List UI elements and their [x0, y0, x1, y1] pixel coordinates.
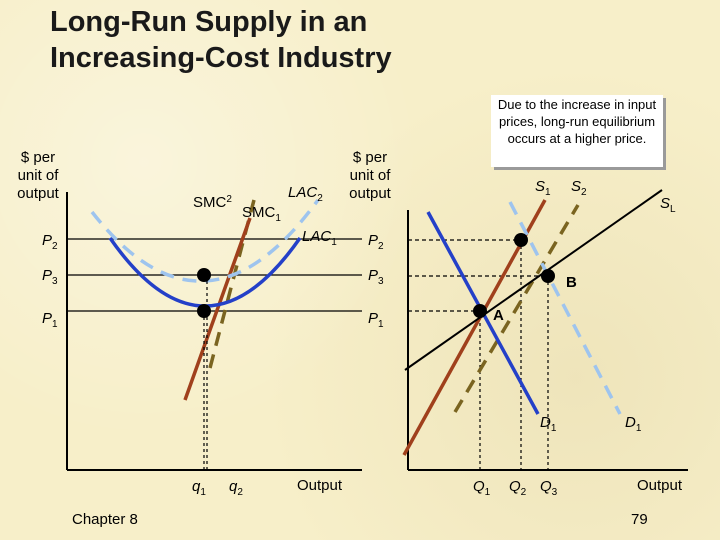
right-p3-label: P3: [368, 267, 384, 287]
Q3-label: Q3: [540, 478, 558, 498]
sl-label: SL: [660, 195, 676, 215]
smc1-label: SMC1: [242, 204, 281, 224]
Q1-label: Q1: [473, 478, 491, 498]
right-p2-label: P2: [368, 232, 384, 252]
left-y-label-1: $ per: [21, 149, 55, 166]
point-b-label: B: [566, 274, 577, 291]
right-y-label-2: unit of: [350, 167, 392, 184]
right-y-label-3: output: [349, 185, 392, 202]
point-b: [541, 269, 555, 283]
page-number: 79: [631, 511, 648, 528]
point-a-label: A: [493, 307, 504, 324]
point-a: [473, 304, 487, 318]
point-p2: [514, 233, 528, 247]
chapter-label: Chapter 8: [72, 511, 138, 528]
lac1-label: LAC1: [302, 228, 337, 248]
lac2-label: LAC2: [288, 184, 323, 204]
Q2-label: Q2: [509, 478, 527, 498]
left-y-label-3: output: [17, 185, 60, 202]
s1-label: S1: [535, 178, 551, 198]
smc2-label: SMC2: [193, 194, 232, 211]
lac2-curve: [90, 198, 320, 283]
left-p1-label: P1: [42, 310, 58, 330]
right-x-label: Output: [637, 477, 683, 494]
callout-box: Due to the increase in input prices, lon…: [491, 95, 663, 167]
right-y-label-1: $ per: [353, 149, 387, 166]
left-point-p3: [197, 268, 211, 282]
d1-label-b: D1: [625, 414, 642, 434]
callout-text: Due to the increase in input prices, lon…: [497, 97, 657, 146]
sl-curve: [404, 189, 663, 371]
d1-label-a: D1: [540, 414, 557, 434]
left-p3-label: P3: [42, 267, 58, 287]
left-x-label: Output: [297, 477, 343, 494]
slide-title: Long-Run Supply in an Increasing-Cost In…: [50, 4, 470, 76]
left-point-p1: [197, 304, 211, 318]
right-panel: $ per unit of output P2 P3 P1 A B S1 S2 …: [349, 149, 688, 498]
right-p1-label: P1: [368, 310, 384, 330]
s2-curve: [453, 204, 580, 413]
left-y-label-2: unit of: [18, 167, 60, 184]
left-p2-label: P2: [42, 232, 58, 252]
q2-label: q2: [229, 478, 243, 498]
title-line-2: Increasing-Cost Industry: [50, 42, 392, 74]
s2-label: S2: [571, 178, 587, 198]
d-shifted-curve: [508, 201, 622, 415]
smc1-curve: [183, 217, 252, 401]
q1-label: q1: [192, 478, 206, 498]
left-panel: $ per unit of output P2 P3 P1 SMC2 SMC1 …: [17, 149, 362, 498]
title-line-1: Long-Run Supply in an: [50, 6, 368, 38]
